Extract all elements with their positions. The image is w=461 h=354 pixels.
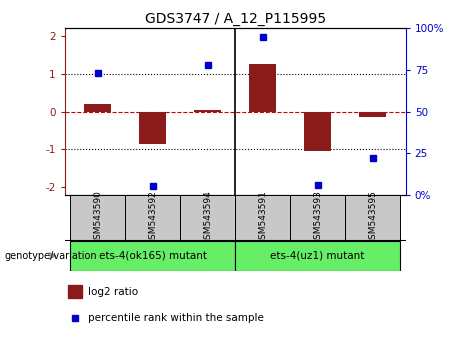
Bar: [235, 241, 400, 271]
Text: GSM543593: GSM543593: [313, 190, 322, 245]
Title: GDS3747 / A_12_P115995: GDS3747 / A_12_P115995: [145, 12, 325, 26]
Text: GSM543591: GSM543591: [258, 190, 267, 245]
Bar: [249, 64, 277, 112]
Bar: [70, 195, 125, 241]
Bar: [345, 195, 400, 241]
Text: GSM543594: GSM543594: [203, 190, 212, 245]
Bar: [84, 104, 111, 112]
Bar: [235, 195, 290, 241]
Text: ets-4(uz1) mutant: ets-4(uz1) mutant: [271, 251, 365, 261]
Text: GSM543592: GSM543592: [148, 190, 157, 245]
Bar: [139, 112, 166, 144]
Text: ets-4(ok165) mutant: ets-4(ok165) mutant: [99, 251, 207, 261]
Bar: [194, 110, 221, 112]
Bar: [180, 195, 235, 241]
Bar: [290, 195, 345, 241]
Text: genotype/variation: genotype/variation: [5, 251, 97, 261]
Bar: [359, 112, 386, 117]
Text: log2 ratio: log2 ratio: [89, 287, 139, 297]
Text: GSM543595: GSM543595: [368, 190, 377, 245]
Bar: [70, 241, 235, 271]
Text: GSM543590: GSM543590: [93, 190, 102, 245]
Bar: [125, 195, 180, 241]
Bar: [68, 285, 82, 298]
Text: percentile rank within the sample: percentile rank within the sample: [89, 313, 264, 323]
Bar: [304, 112, 331, 151]
